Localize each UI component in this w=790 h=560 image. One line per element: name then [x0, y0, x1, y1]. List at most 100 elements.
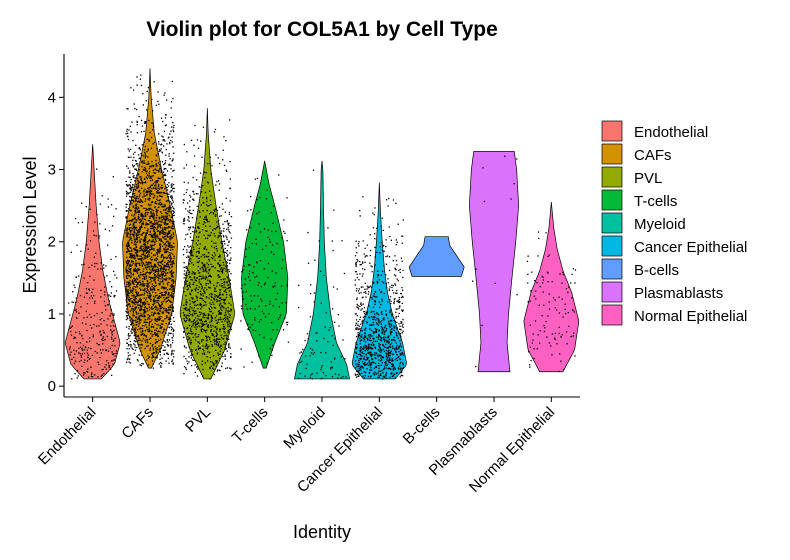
data-point	[201, 266, 203, 269]
data-point	[388, 197, 390, 200]
data-point	[100, 289, 102, 292]
data-point	[126, 228, 128, 230]
data-point	[209, 156, 211, 158]
data-point	[316, 340, 318, 342]
data-point	[157, 317, 159, 320]
data-point	[131, 233, 133, 235]
data-point	[187, 233, 189, 235]
data-point	[219, 328, 222, 330]
data-point	[258, 211, 260, 213]
data-point	[204, 216, 206, 218]
data-point	[364, 261, 366, 263]
data-point	[140, 350, 142, 352]
data-point	[140, 331, 142, 333]
data-point	[111, 360, 113, 362]
data-point	[229, 328, 231, 331]
data-point	[141, 223, 143, 225]
data-point	[229, 119, 231, 121]
data-point	[222, 298, 224, 301]
data-point	[199, 243, 201, 245]
data-point	[164, 178, 167, 180]
data-point	[189, 337, 191, 339]
data-point	[172, 306, 174, 308]
data-point	[126, 165, 128, 167]
data-point	[194, 339, 197, 341]
data-point	[209, 268, 211, 270]
data-point	[158, 177, 160, 180]
data-point	[364, 336, 367, 338]
data-point	[385, 324, 387, 326]
data-point	[371, 271, 373, 273]
data-point	[208, 307, 210, 310]
data-point	[162, 286, 164, 288]
data-point	[166, 232, 169, 234]
data-point	[206, 200, 208, 203]
data-point	[147, 187, 149, 190]
data-point	[140, 131, 143, 133]
data-point	[357, 320, 359, 323]
data-point	[149, 295, 152, 297]
data-point	[86, 341, 88, 343]
data-point	[132, 273, 134, 275]
data-point	[168, 312, 170, 315]
data-point	[147, 355, 149, 357]
data-point	[135, 324, 137, 326]
data-point	[376, 340, 378, 343]
data-point	[361, 334, 363, 336]
data-point	[392, 360, 394, 362]
data-point	[167, 341, 169, 343]
data-point	[165, 301, 167, 303]
data-point	[205, 304, 207, 306]
data-point	[133, 288, 135, 290]
data-point	[211, 345, 213, 347]
data-point	[139, 288, 142, 291]
data-point	[156, 211, 158, 213]
data-point	[155, 237, 157, 239]
data-point	[146, 310, 149, 312]
data-point	[166, 236, 168, 238]
data-point	[74, 309, 76, 312]
data-point	[183, 308, 185, 310]
data-point	[148, 168, 150, 170]
data-point	[196, 261, 198, 263]
data-point	[146, 291, 148, 294]
data-point	[83, 352, 86, 355]
data-point	[170, 101, 173, 103]
data-point	[162, 274, 164, 276]
data-point	[218, 318, 220, 320]
data-point	[223, 331, 225, 333]
data-point	[136, 169, 138, 172]
data-point	[168, 326, 170, 329]
data-point	[141, 285, 143, 287]
data-point	[249, 308, 252, 310]
data-point	[133, 352, 135, 354]
data-point	[172, 307, 174, 309]
data-point	[402, 354, 405, 356]
data-point	[390, 350, 392, 352]
data-point	[140, 212, 143, 215]
data-point	[80, 356, 83, 358]
data-point	[225, 169, 227, 171]
data-point	[224, 290, 226, 292]
data-point	[152, 239, 154, 241]
data-point	[157, 341, 159, 343]
data-point	[163, 130, 166, 133]
data-point	[300, 351, 303, 353]
data-point	[171, 213, 173, 216]
data-point	[228, 241, 230, 244]
data-point	[128, 275, 130, 277]
data-point	[161, 357, 163, 359]
data-point	[210, 257, 213, 259]
data-point	[131, 260, 133, 262]
data-point	[190, 232, 192, 235]
data-point	[196, 284, 198, 287]
data-point	[380, 364, 383, 366]
data-point	[134, 180, 136, 182]
data-point	[151, 98, 153, 100]
data-point	[135, 331, 137, 333]
data-point	[185, 314, 187, 316]
data-point	[195, 287, 198, 289]
data-point	[145, 268, 148, 271]
data-point	[190, 365, 193, 367]
data-point	[202, 185, 204, 187]
